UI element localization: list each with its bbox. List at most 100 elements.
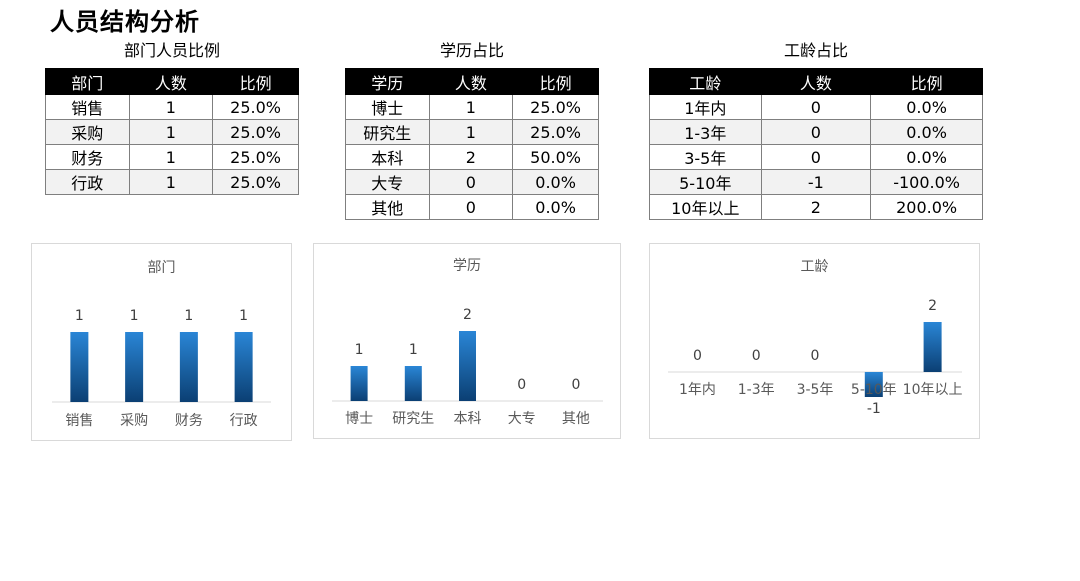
table-header-cell: 比例 [212, 68, 299, 95]
table-cell: -100.0% [870, 169, 983, 195]
table-row: 其他 0 0.0% [345, 194, 599, 220]
category-label: 销售 [65, 413, 93, 429]
chart-title: 部门 [148, 260, 176, 276]
tenure-table: 工龄 人数 比例 1年内 0 0.0% 1-3年 0 0.0% 3-5年 0 0.0% 5-… [649, 68, 983, 220]
table-row: 销售 1 25.0% [45, 94, 299, 120]
category-label: 大专 [508, 411, 536, 427]
data-label: 0 [811, 348, 820, 364]
table-row: 10年以上 2 200.0% [649, 194, 983, 220]
table-cell: 财务 [45, 144, 130, 170]
tenure-table-caption: 工龄占比 [783, 41, 848, 60]
table-cell: 1 [428, 94, 514, 120]
category-label: 本科 [454, 411, 482, 427]
category-label: 5-10年 [851, 382, 897, 398]
table-cell: 25.0% [212, 169, 299, 195]
table-header-row: 工龄 人数 比例 [649, 68, 983, 95]
table-cell: 2 [428, 144, 514, 170]
category-label: 采购 [120, 413, 148, 429]
category-label: 行政 [230, 413, 258, 429]
dept-chart: 部门 1 销售 1 采购 1 财务 1 行政 [31, 243, 292, 441]
data-label: 2 [463, 307, 472, 323]
category-label: 1-3年 [738, 382, 775, 398]
table-cell: 200.0% [870, 194, 983, 220]
table-cell: 25.0% [212, 144, 299, 170]
table-cell: 1 [128, 144, 214, 170]
table-cell: 25.0% [212, 119, 299, 145]
table-row: 5-10年 -1 -100.0% [649, 169, 983, 195]
table-cell: 1年内 [649, 94, 762, 120]
table-cell: 1 [128, 119, 214, 145]
category-label: 研究生 [392, 411, 434, 427]
table-row: 财务 1 25.0% [45, 144, 299, 170]
data-label: 1 [130, 308, 139, 324]
table-cell: 0.0% [870, 119, 983, 145]
bar [70, 332, 89, 402]
bar [125, 332, 144, 402]
edu-table: 学历 人数 比例 博士 1 25.0% 研究生 1 25.0% 本科 2 50.0% 大专 0… [345, 68, 599, 220]
table-cell: 25.0% [512, 94, 599, 120]
table-row: 行政 1 25.0% [45, 169, 299, 195]
table-cell: 1-3年 [649, 119, 762, 145]
data-label: 1 [409, 342, 418, 358]
table-header-cell: 工龄 [649, 68, 762, 95]
bar [179, 332, 198, 402]
tenure-chart: 工龄 0 1年内 0 1-3年 0 3-5年 -1 5-10年 2 10年以上 [649, 243, 980, 439]
table-cell: 行政 [45, 169, 130, 195]
bar [923, 322, 942, 372]
table-header-cell: 学历 [345, 68, 430, 95]
table-cell: 大专 [345, 169, 430, 195]
dept-table: 部门 人数 比例 销售 1 25.0% 采购 1 25.0% 财务 1 25.0% 行政 1 2… [45, 68, 299, 195]
table-row: 1年内 0 0.0% [649, 94, 983, 120]
category-label: 10年以上 [903, 382, 963, 398]
chart-title: 工龄 [801, 259, 829, 275]
table-cell: 0 [428, 194, 514, 220]
table-cell: 其他 [345, 194, 430, 220]
table-header-cell: 比例 [870, 68, 983, 95]
table-header-cell: 人数 [128, 68, 214, 95]
table-header-cell: 部门 [45, 68, 130, 95]
bar [459, 331, 476, 401]
bar [234, 332, 253, 402]
table-cell: 0 [428, 169, 514, 195]
dept-bar-chart: 部门 1 销售 1 采购 1 财务 1 行政 [52, 260, 271, 429]
data-label: 2 [928, 298, 937, 314]
table-row: 采购 1 25.0% [45, 119, 299, 145]
data-label: 1 [184, 308, 193, 324]
data-label: 1 [355, 342, 364, 358]
table-cell: 0 [760, 119, 872, 145]
table-header-row: 学历 人数 比例 [345, 68, 599, 95]
chart-title: 学历 [453, 258, 481, 274]
category-label: 3-5年 [797, 382, 834, 398]
table-cell: 0 [760, 94, 872, 120]
table-cell: 0.0% [512, 169, 599, 195]
table-row: 1-3年 0 0.0% [649, 119, 983, 145]
data-label: 0 [517, 377, 526, 393]
category-label: 博士 [345, 410, 373, 427]
table-row: 大专 0 0.0% [345, 169, 599, 195]
data-label: -1 [867, 401, 881, 417]
table-cell: 25.0% [212, 94, 299, 120]
table-cell: 3-5年 [649, 144, 762, 170]
table-header-cell: 比例 [512, 68, 599, 95]
data-label: 1 [239, 308, 248, 324]
edu-bar-chart: 学历 1 博士 1 研究生 2 本科 0 大专 0 其他 [332, 258, 603, 427]
table-row: 本科 2 50.0% [345, 144, 599, 170]
data-label: 1 [75, 308, 84, 324]
category-label: 财务 [175, 413, 203, 429]
table-cell: 采购 [45, 119, 130, 145]
table-cell: 1 [128, 94, 214, 120]
table-cell: -1 [760, 169, 872, 195]
table-cell: 博士 [345, 94, 430, 120]
edu-table-caption: 学历占比 [439, 41, 504, 60]
table-cell: 销售 [45, 94, 130, 120]
table-cell: 本科 [345, 144, 430, 170]
table-cell: 1 [428, 119, 514, 145]
table-header-cell: 人数 [760, 68, 872, 95]
bar [404, 366, 422, 401]
table-cell: 25.0% [512, 119, 599, 145]
category-label: 1年内 [679, 382, 716, 398]
page-title: 人员结构分析 [50, 8, 200, 36]
data-label: 0 [752, 348, 761, 364]
table-cell: 0.0% [512, 194, 599, 220]
data-label: 0 [693, 348, 702, 364]
